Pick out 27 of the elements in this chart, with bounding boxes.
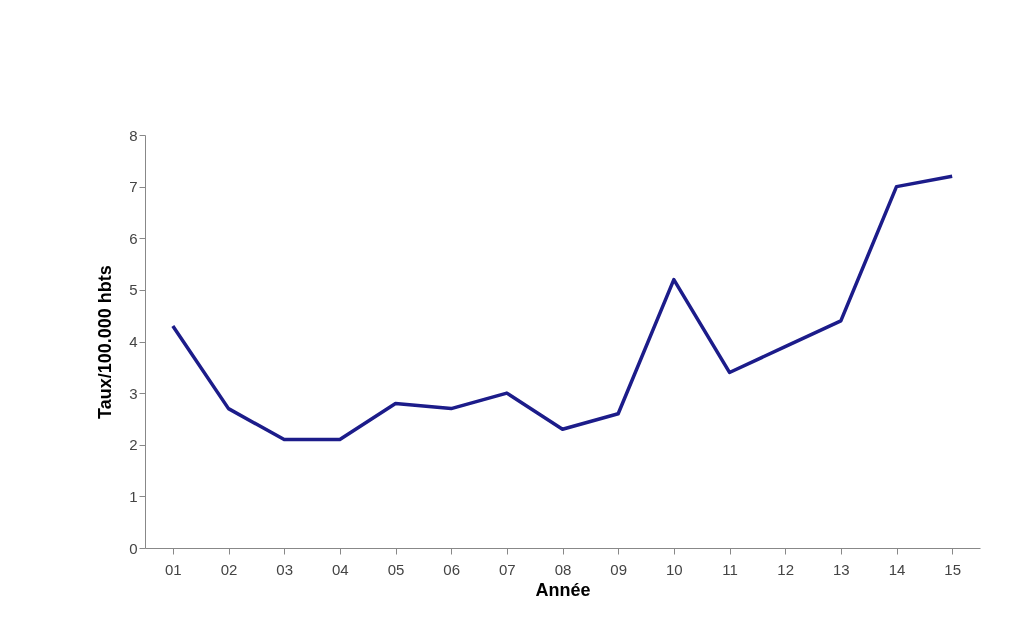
y-tick-label: 8 bbox=[129, 126, 138, 144]
y-tick-label: 2 bbox=[129, 436, 138, 454]
x-tick-label: 01 bbox=[164, 560, 182, 578]
x-tick-label: 08 bbox=[554, 560, 572, 578]
y-tick-label: 4 bbox=[129, 333, 138, 350]
x-tick-label: 05 bbox=[387, 560, 405, 578]
x-tick-label: 06 bbox=[443, 560, 461, 578]
x-tick-label: 13 bbox=[832, 560, 850, 578]
y-axis-title: Taux/100.000 hbts bbox=[95, 265, 116, 419]
x-tick-label: 12 bbox=[777, 560, 795, 578]
y-tick-label: 6 bbox=[129, 229, 138, 247]
x-tick-label: 03 bbox=[276, 560, 294, 578]
y-tick-label: 1 bbox=[129, 487, 138, 505]
line-series bbox=[171, 174, 954, 442]
x-tick-label: 15 bbox=[944, 560, 962, 578]
y-tick-label: 0 bbox=[129, 539, 138, 557]
x-tick-label: 07 bbox=[498, 560, 516, 578]
x-tick-label: 14 bbox=[888, 560, 906, 578]
x-tick-label: 10 bbox=[665, 560, 683, 578]
x-axis-title: Année bbox=[535, 579, 591, 600]
y-tick-label: 3 bbox=[129, 384, 138, 402]
y-tick-label: 5 bbox=[129, 281, 138, 299]
x-tick-label: 04 bbox=[331, 560, 349, 578]
y-tick-label: 7 bbox=[129, 178, 138, 196]
x-tick-label: 09 bbox=[610, 560, 628, 578]
x-tick-label: 11 bbox=[722, 560, 738, 578]
x-tick-label: 02 bbox=[220, 560, 238, 578]
